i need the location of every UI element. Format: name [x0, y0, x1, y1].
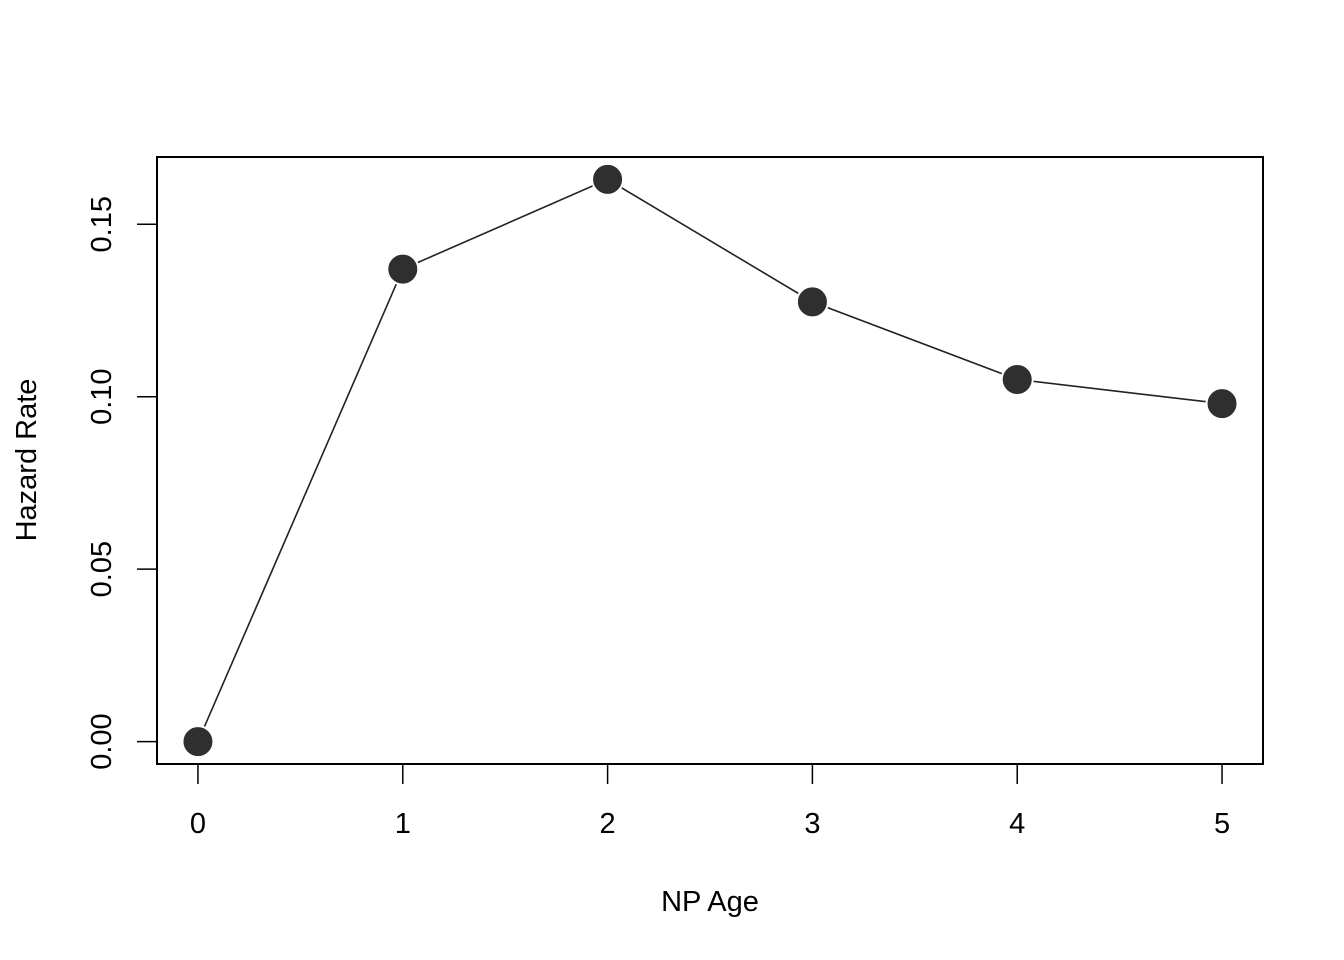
data-point — [795, 285, 829, 319]
data-series — [181, 162, 1239, 759]
plot-frame — [156, 156, 1264, 765]
x-tick-label: 0 — [190, 808, 206, 840]
y-axis-label: Hazard Rate — [11, 379, 43, 542]
x-tick-label: 3 — [804, 808, 820, 840]
y-tick-label: 0.15 — [86, 196, 118, 252]
x-tick-label: 1 — [395, 808, 411, 840]
x-axis: 0 1 2 3 4 5 — [190, 763, 1230, 840]
y-tick-label: 0.00 — [86, 713, 118, 769]
y-tick-label: 0.10 — [86, 368, 118, 424]
data-point — [591, 162, 625, 196]
data-point — [1000, 362, 1034, 396]
x-axis-label: NP Age — [661, 886, 759, 918]
y-tick-label: 0.05 — [86, 541, 118, 597]
x-tick-label: 5 — [1214, 808, 1230, 840]
x-tick-label: 2 — [600, 808, 616, 840]
data-point — [1205, 387, 1239, 421]
x-tick-label: 4 — [1009, 808, 1025, 840]
data-point — [181, 725, 215, 759]
data-point — [386, 252, 420, 286]
y-axis: 0.00 0.05 0.10 0.15 — [86, 196, 158, 770]
series-line — [197, 178, 1223, 742]
